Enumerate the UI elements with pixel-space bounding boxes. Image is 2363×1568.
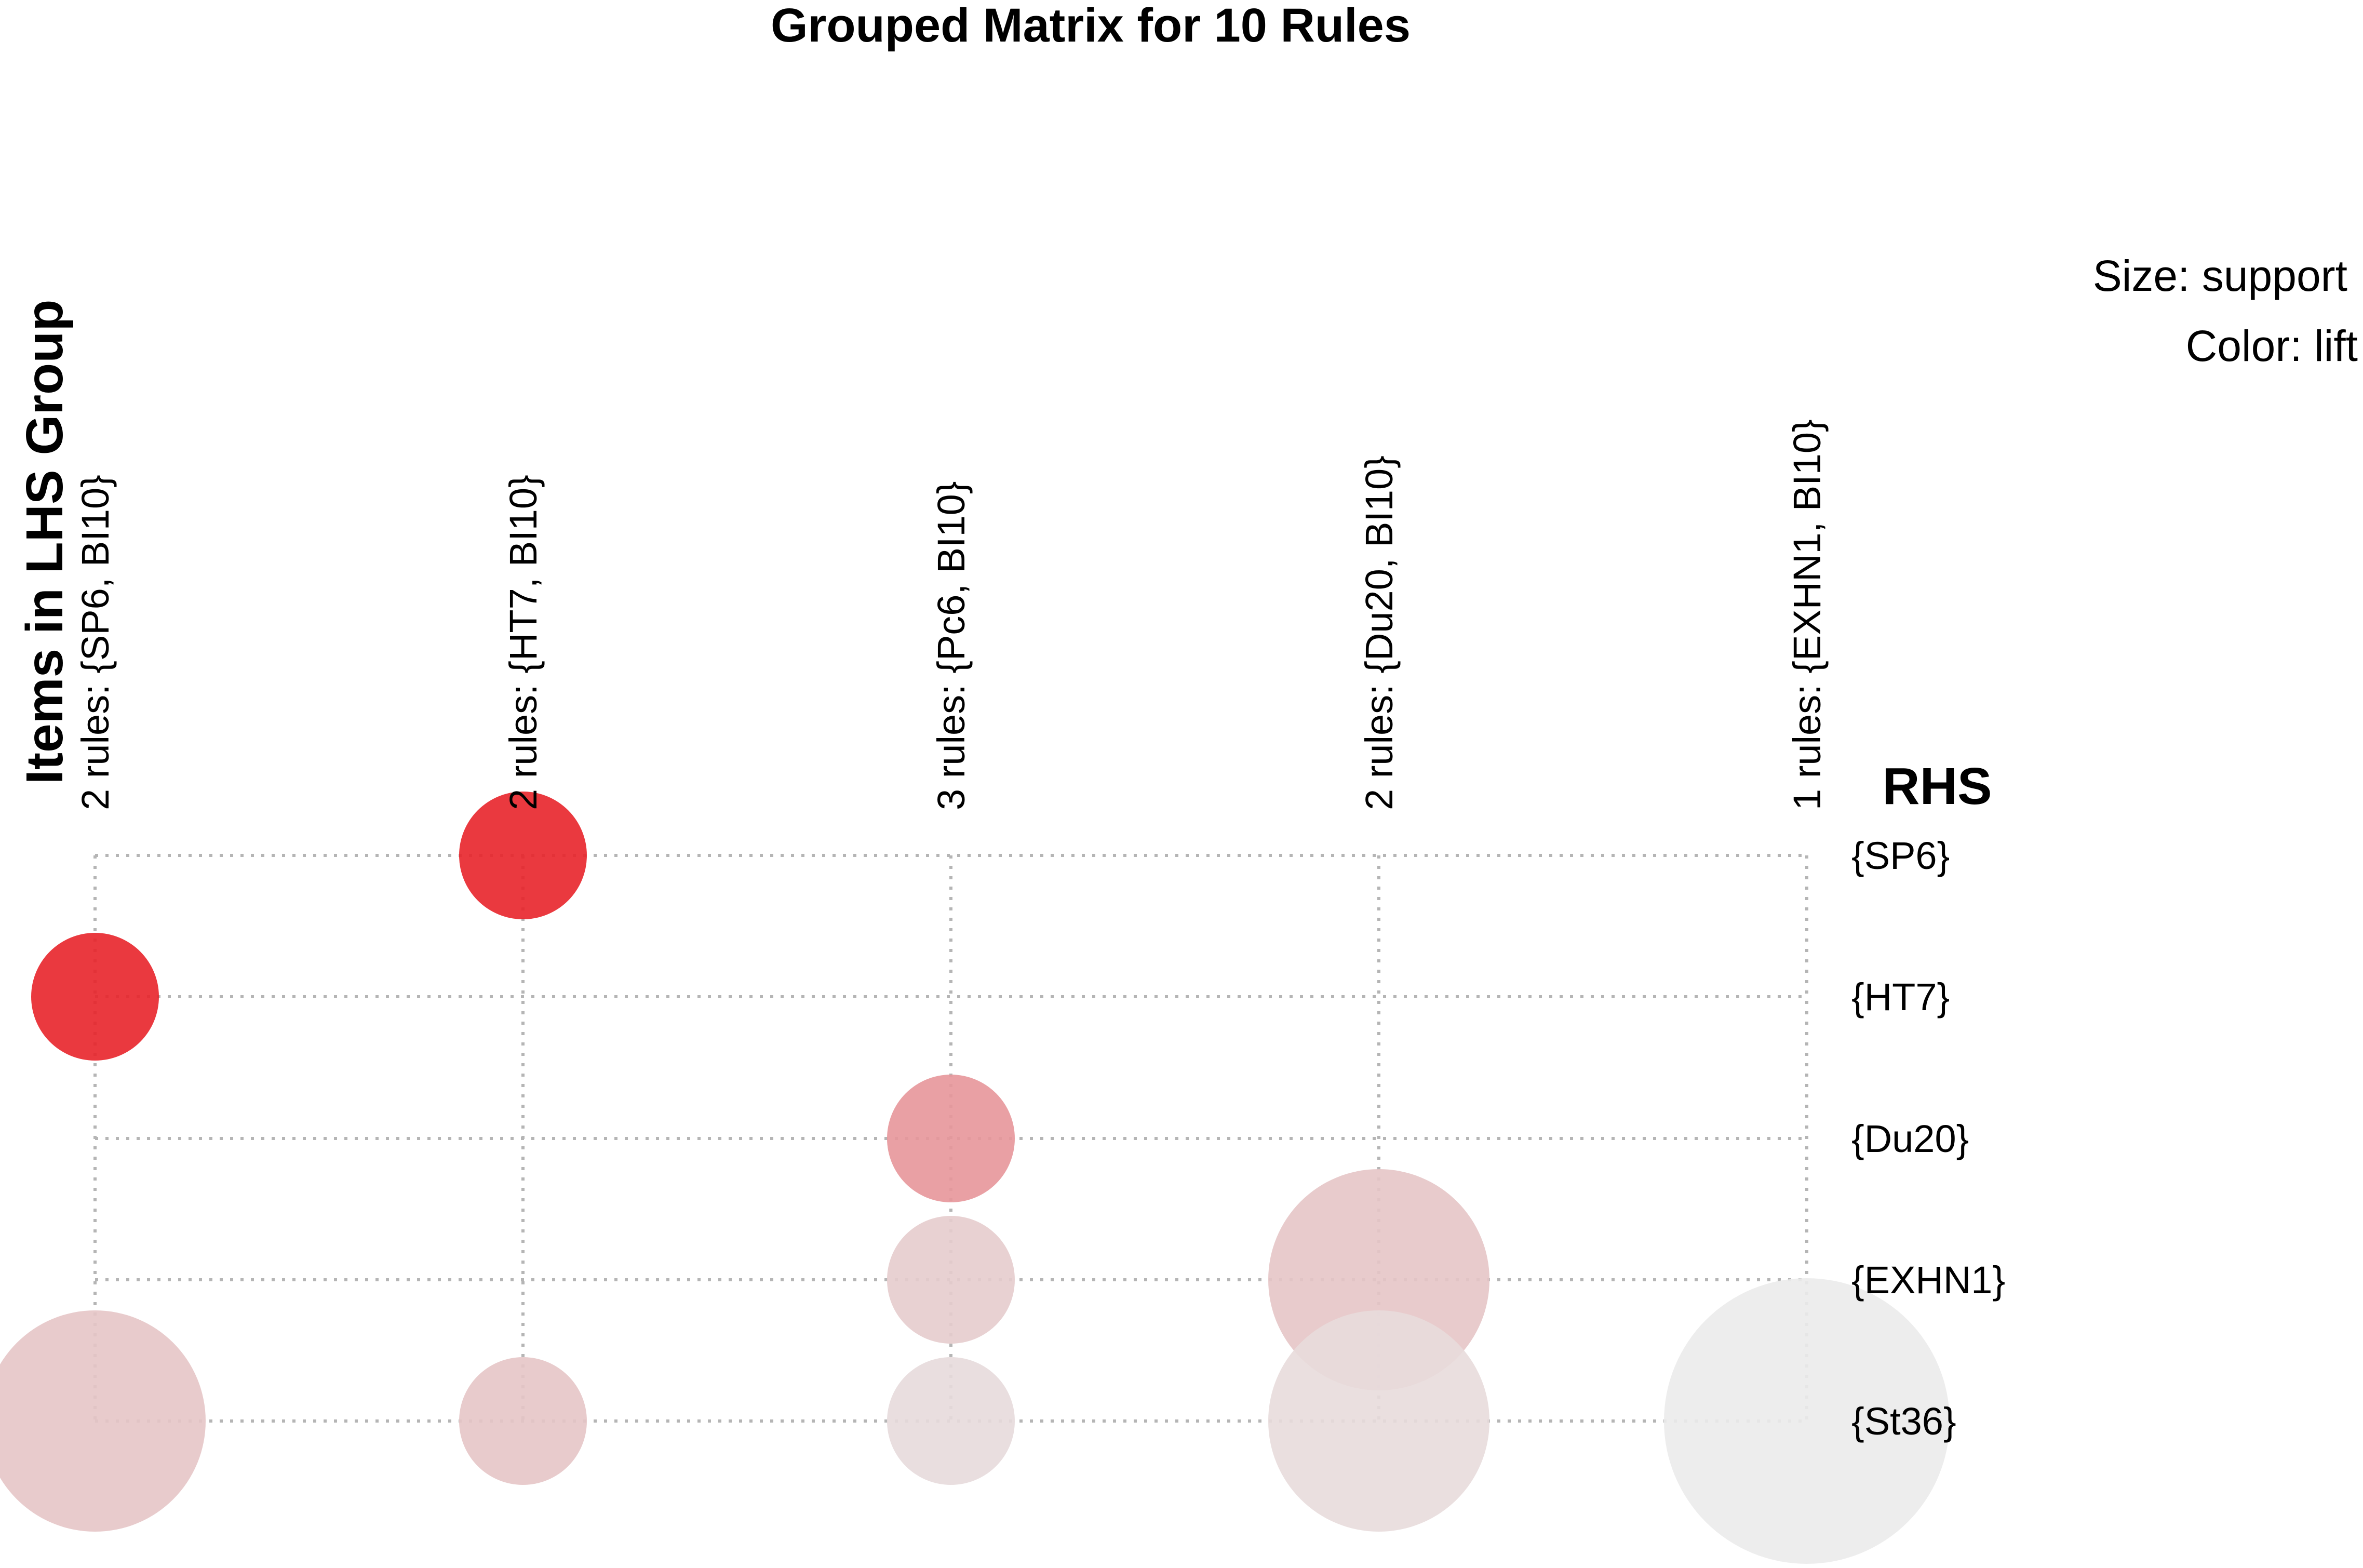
chart-title: Grouped Matrix for 10 Rules	[771, 0, 1411, 52]
rule-bubble-8[interactable]	[887, 1357, 1015, 1485]
rhs-item-label: {HT7}	[1851, 975, 1950, 1018]
data-points	[0, 792, 1950, 1564]
rhs-item-label: {SP6}	[1851, 834, 1950, 877]
lhs-group-label: 1 rules: {EXHN1, BI10}	[1785, 419, 1829, 810]
y-axis-title: RHS	[1882, 757, 1992, 815]
rhs-item-label: {St36}	[1851, 1400, 1956, 1443]
rule-bubble-6[interactable]	[0, 1310, 206, 1532]
rhs-item-label: {Du20}	[1851, 1117, 1969, 1160]
axis-labels: 2 rules: {SP6, BI10} 2 rules: {HT7, BI10}…	[74, 419, 2005, 1443]
x-axis-title: Items in LHS Group	[16, 300, 74, 784]
rule-bubble-1[interactable]	[459, 792, 587, 919]
legend-size-label: Size: support	[2093, 251, 2347, 300]
rule-bubble-9[interactable]	[1268, 1310, 1489, 1532]
lhs-group-label: 3 rules: {Pc6, BI10}	[930, 481, 973, 810]
lhs-group-label: 2 rules: {SP6, BI10}	[74, 475, 117, 810]
rule-bubble-3[interactable]	[887, 1075, 1015, 1202]
rule-bubble-10[interactable]	[1664, 1278, 1950, 1564]
rule-bubble-4[interactable]	[887, 1216, 1015, 1344]
rhs-item-label: {EXHN1}	[1851, 1258, 2005, 1302]
lhs-group-label: 2 rules: {HT7, BI10}	[502, 475, 545, 810]
rule-bubble-7[interactable]	[459, 1357, 587, 1485]
lhs-group-label: 2 rules: {Du20, BI10}	[1358, 455, 1401, 810]
rule-bubble-2[interactable]	[31, 933, 159, 1061]
legend-color-label: Color: lift	[2186, 321, 2358, 370]
